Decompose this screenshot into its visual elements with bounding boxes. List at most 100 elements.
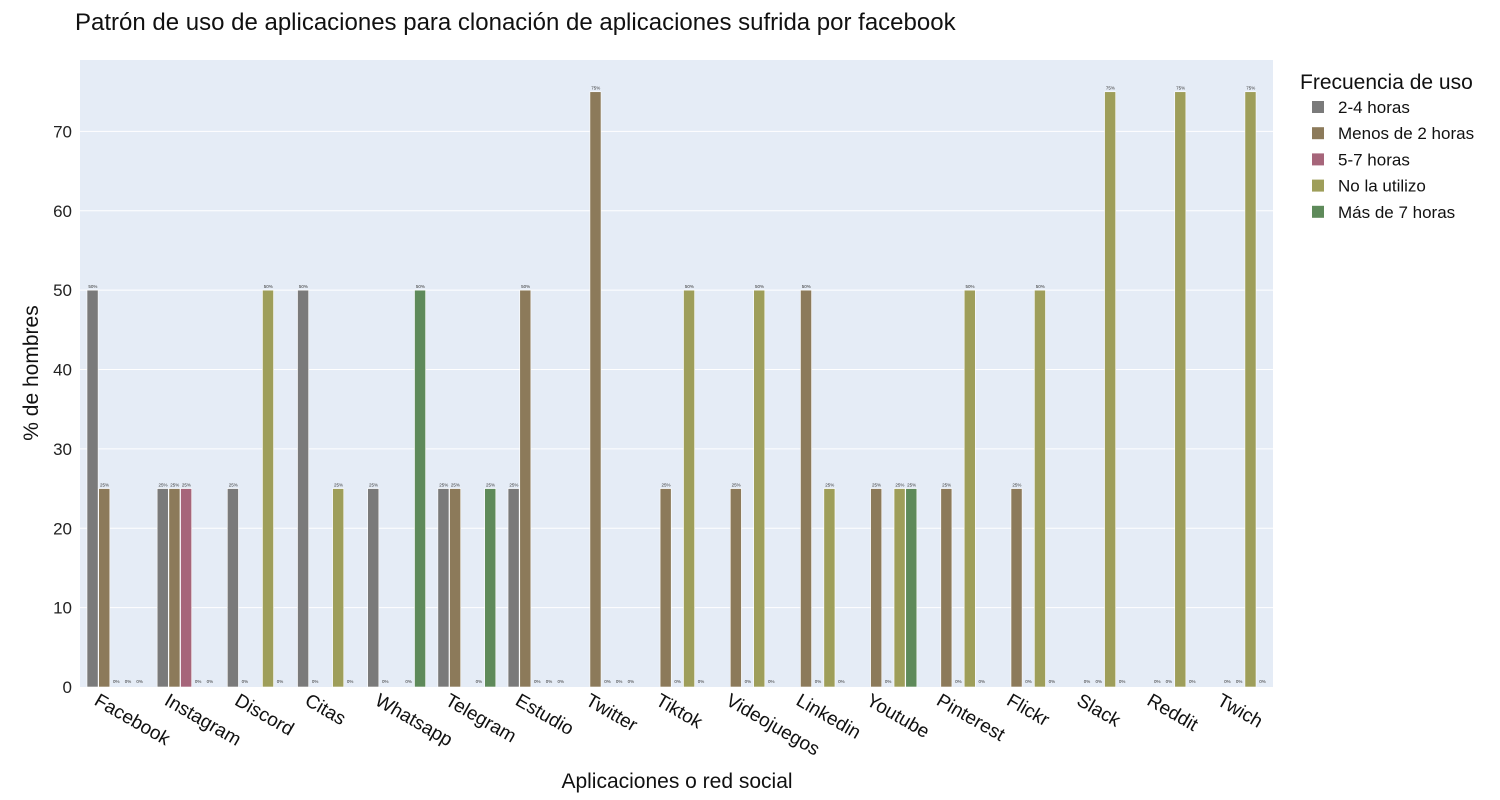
bar [180,488,192,688]
x-category-label: Facebook [91,690,174,750]
bar-value-label: 0% [885,679,892,684]
bar-value-label: 0% [1095,679,1102,684]
bar-value-label: 50% [264,284,273,289]
x-category-label: Slack [1073,690,1124,732]
bar-value-label: 25% [100,483,109,488]
bar-value-label: 0% [674,679,681,684]
bar [905,488,918,688]
x-category-label: Whatsapp [371,690,456,751]
x-category-label: Pinterest [933,690,1009,746]
bar [1034,289,1046,688]
bar-value-label: 25% [159,483,168,488]
bar-value-label: 25% [170,483,179,488]
bar-value-label: 25% [369,483,378,488]
x-category-label: Citas [301,690,349,730]
bar-value-label: 25% [942,483,951,488]
bar-labels: 50%25%0% 0% 0%25% 25% 25%0% 0%25%0%50%0%50%0%… [88,86,1265,684]
bar-value-label: 25% [334,483,343,488]
bar-value-label: 0% [476,679,483,684]
x-axis-title: Aplicaciones o red social [561,770,792,793]
x-category-label: Youtube [863,690,933,743]
bar-value-label: 50% [685,284,694,289]
bar-value-label: 0% [1049,679,1056,684]
bar-value-label: 0% [113,679,120,684]
bar [800,289,812,688]
y-tick-label: 70 [53,122,72,141]
bar-value-label: 50% [416,284,425,289]
y-tick-label: 60 [53,202,72,221]
bar-value-label: 25% [1012,483,1021,488]
legend-item-label: No la utilizo [1338,177,1426,196]
bar [683,289,695,688]
bar [227,488,239,688]
bar-value-label: 0% [1119,679,1126,684]
bar [507,488,520,688]
plot-area [80,60,1273,687]
bar [1010,488,1023,688]
bar-value-label: 0% [534,679,541,684]
bar-value-label: 50% [1036,284,1045,289]
bar [332,488,345,688]
gridlines [80,130,1273,609]
bar [823,488,836,688]
bar [437,488,450,688]
legend-swatch [1312,179,1324,192]
legend-swatch [1312,153,1324,166]
bar [893,488,906,688]
bar [156,488,169,688]
bar [519,289,532,688]
bar [1244,91,1257,688]
bar-value-label: 0% [616,679,623,684]
x-category-label: Twich [1213,690,1266,732]
bar-value-label: 0% [312,679,319,684]
bar-value-label: 0% [768,679,775,684]
bar-value-label: 0% [745,679,752,684]
x-category-label: Tiktok [652,690,706,733]
legend-item-label: Más de 7 horas [1338,203,1455,222]
bar-value-label: 0% [955,679,962,684]
x-category-label: Estudio [512,690,577,740]
bar-value-label: 75% [1246,86,1255,91]
bar-value-label: 0% [195,679,202,684]
x-category-label: Reddit [1143,690,1202,736]
bar [963,289,976,688]
bar-value-label: 0% [1084,679,1091,684]
bar-value-label: 75% [1106,86,1115,91]
legend: Frecuencia de uso 2-4 horas Menos de 2 ho… [1300,71,1474,222]
bar-value-label: 25% [732,483,741,488]
legend-swatch [1312,205,1324,218]
bar-value-label: 75% [1176,86,1185,91]
bar-value-label: 0% [1259,679,1266,684]
bar [1104,91,1116,688]
y-tick-label: 20 [53,519,72,538]
bar [168,488,181,688]
bar [753,289,766,688]
bar [484,488,497,688]
legend-title: Frecuencia de uso [1300,71,1473,94]
bar-value-label: 25% [182,483,191,488]
legend-item-label: Menos de 2 horas [1338,124,1474,143]
bar-value-label: 0% [207,679,214,684]
y-tick-labels: 0 10 20 30 40 50 60 70 [53,122,72,697]
x-category-label: Telegram [441,690,519,747]
bar-value-label: 0% [1025,679,1032,684]
bar-value-label: 0% [125,679,132,684]
bar-value-label: 50% [966,284,975,289]
legend-item-label: 2-4 horas [1338,98,1410,117]
bar [729,488,742,688]
bar-value-label: 0% [1154,679,1161,684]
bar-value-label: 0% [1236,679,1243,684]
bar-value-label: 50% [521,284,530,289]
bar-value-label: 0% [1224,679,1231,684]
bar [262,289,274,688]
x-category-label: Twitter [582,690,642,736]
y-tick-label: 50 [53,281,72,300]
bar-value-label: 0% [604,679,611,684]
bar-value-label: 0% [405,679,412,684]
bar-value-label: 50% [755,284,764,289]
y-tick-label: 10 [53,599,72,618]
bar-value-label: 0% [277,679,284,684]
bar-value-label: 25% [451,483,460,488]
bar-value-label: 0% [698,679,705,684]
y-tick-label: 30 [53,440,72,459]
